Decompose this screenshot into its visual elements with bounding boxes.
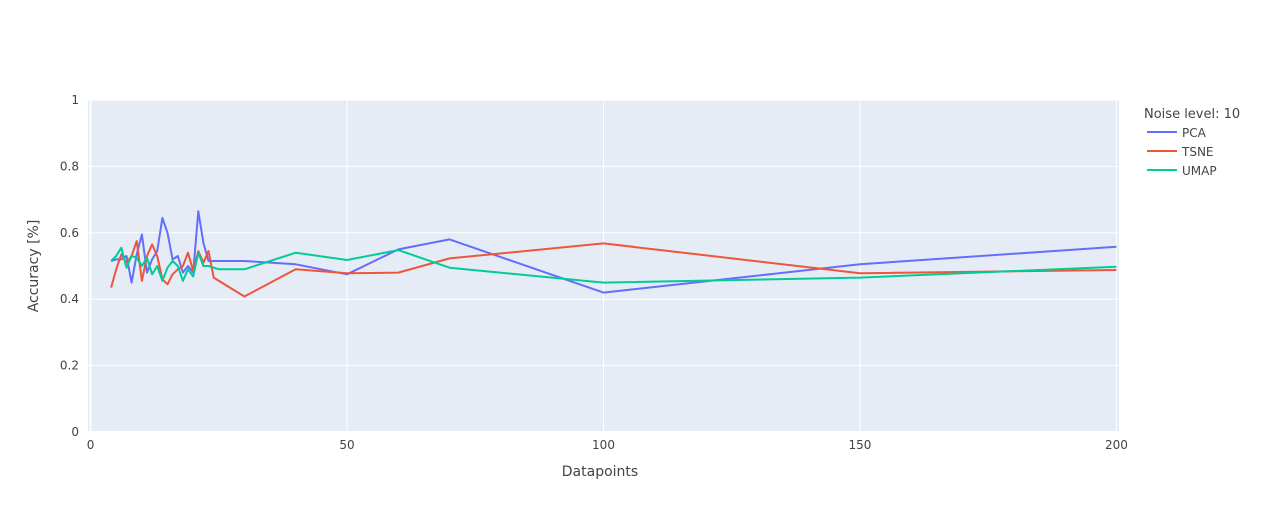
legend-item-pca[interactable]: PCA <box>1147 126 1207 140</box>
x-tick-label: 200 <box>1105 438 1128 452</box>
y-tick-label: 0.8 <box>60 159 79 173</box>
grid-lines <box>88 99 1119 433</box>
series-line-umap[interactable] <box>110 246 1117 284</box>
legend: Noise level: 10 PCA TSNE UMAP <box>1144 107 1240 178</box>
tick-labels: 0 50 100 150 200 0 0.2 0.4 0.6 0.8 1 <box>60 93 1128 452</box>
y-tick-label: 0.2 <box>60 359 79 373</box>
y-tick-label: 0.4 <box>60 292 79 306</box>
legend-label-tsne: TSNE <box>1181 145 1214 159</box>
series-line-pca[interactable] <box>110 210 1117 294</box>
x-axis-title: Datapoints <box>562 464 638 480</box>
series-lines <box>110 210 1117 298</box>
legend-item-umap[interactable]: UMAP <box>1147 164 1217 178</box>
x-tick-label: 0 <box>87 438 95 452</box>
y-tick-label: 1 <box>71 93 79 107</box>
x-tick-label: 50 <box>339 438 354 452</box>
series-line-tsne[interactable] <box>110 240 1117 298</box>
y-axis-title: Accuracy [%] <box>26 220 42 313</box>
x-tick-label: 150 <box>849 438 872 452</box>
y-tick-label: 0 <box>71 425 79 439</box>
y-tick-label: 0.6 <box>60 226 79 240</box>
legend-title: Noise level: 10 <box>1144 107 1240 122</box>
x-tick-label: 100 <box>592 438 615 452</box>
legend-label-pca: PCA <box>1182 126 1207 140</box>
legend-item-tsne[interactable]: TSNE <box>1147 145 1214 159</box>
legend-label-umap: UMAP <box>1182 164 1217 178</box>
